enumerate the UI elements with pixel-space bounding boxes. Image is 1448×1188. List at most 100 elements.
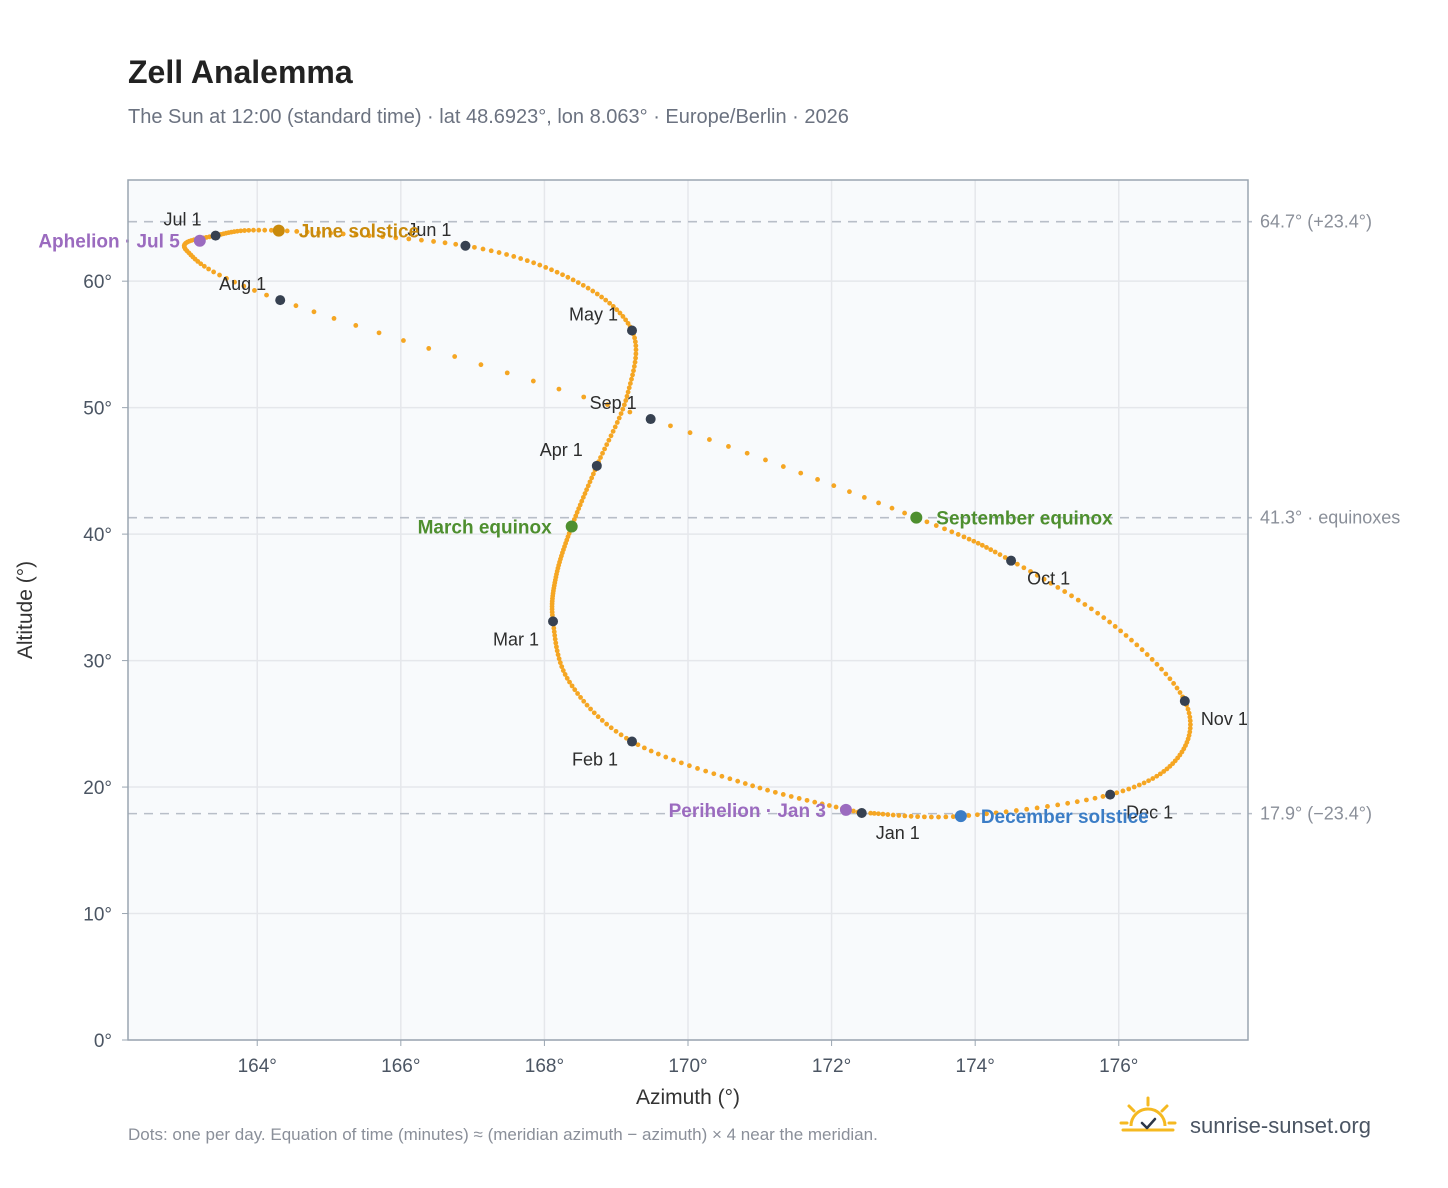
- daily-dot: [624, 393, 630, 399]
- event-marker: [193, 234, 206, 247]
- daily-dot: [600, 450, 605, 456]
- footnote: Dots: one per day. Equation of time (min…: [128, 1125, 878, 1144]
- daily-dot: [607, 300, 613, 306]
- daily-dot: [380, 234, 385, 240]
- daily-dot: [936, 814, 941, 820]
- event-label: March equinox: [418, 518, 553, 539]
- daily-dot: [1120, 788, 1126, 794]
- daily-dot: [595, 714, 601, 720]
- daily-dot: [988, 547, 994, 553]
- daily-dot: [627, 409, 633, 415]
- daily-dot: [631, 368, 636, 374]
- daily-dot: [630, 372, 635, 378]
- daily-dot: [780, 464, 786, 469]
- daily-dot: [627, 381, 633, 386]
- daily-dot: [587, 479, 593, 485]
- daily-dot: [598, 455, 603, 460]
- daily-dot: [623, 398, 629, 403]
- daily-dot: [576, 506, 582, 511]
- daily-dot: [585, 483, 591, 489]
- daily-dot: [780, 792, 786, 797]
- daily-dot: [1167, 676, 1173, 682]
- daily-dot: [353, 323, 359, 328]
- daily-dot: [703, 768, 709, 774]
- reference-line-label: 41.3° · equinoxes: [1260, 508, 1400, 528]
- daily-dot: [518, 256, 524, 261]
- daily-dot: [1013, 808, 1019, 813]
- daily-dot: [655, 751, 661, 757]
- daily-dot: [591, 710, 597, 716]
- daily-dot: [201, 263, 207, 269]
- daily-dot: [552, 636, 558, 642]
- daily-dot: [241, 283, 247, 289]
- daily-dot: [612, 424, 618, 430]
- daily-dot: [294, 228, 300, 234]
- daily-dot: [582, 491, 588, 496]
- x-tick-label: 166°: [381, 1056, 420, 1077]
- daily-dot: [555, 652, 561, 658]
- month-label: Jun 1: [407, 220, 451, 240]
- daily-dot: [804, 797, 810, 803]
- daily-dot: [560, 272, 565, 278]
- daily-dot: [993, 810, 999, 816]
- event-label: December solstice: [981, 807, 1149, 828]
- daily-dot: [763, 457, 768, 463]
- event-marker: [954, 810, 967, 823]
- daily-dot: [572, 687, 578, 693]
- x-axis-label: Azimuth (°): [636, 1086, 740, 1109]
- daily-dot: [902, 813, 908, 819]
- daily-dot: [304, 229, 310, 235]
- daily-dot: [915, 814, 921, 820]
- y-tick-label: 50°: [83, 399, 112, 420]
- daily-dot: [631, 364, 637, 369]
- daily-dot: [924, 519, 930, 525]
- daily-dot: [772, 789, 778, 795]
- daily-dot: [1134, 642, 1140, 648]
- daily-dot: [1074, 799, 1080, 805]
- daily-dot: [1177, 690, 1183, 695]
- y-tick-label: 0°: [94, 1031, 112, 1052]
- daily-dot: [1144, 652, 1150, 657]
- daily-dot: [602, 446, 607, 452]
- daily-dot: [1101, 615, 1107, 621]
- daily-dot: [1150, 776, 1156, 781]
- daily-dot: [453, 241, 459, 247]
- daily-dot: [584, 702, 590, 708]
- daily-dot: [815, 477, 820, 482]
- daily-dot: [262, 227, 268, 233]
- x-tick-label: 172°: [812, 1056, 851, 1077]
- month-marker: [275, 295, 286, 306]
- daily-dot: [1024, 806, 1030, 812]
- daily-dot: [565, 274, 571, 280]
- month-marker: [645, 414, 656, 425]
- event-marker: [272, 224, 285, 237]
- daily-dot: [876, 500, 881, 506]
- y-tick-label: 60°: [83, 272, 112, 293]
- daily-dot: [478, 362, 484, 368]
- daily-dot: [224, 276, 229, 281]
- x-axis-ticks: 164° 166° 168° 170° 172° 174° 176°: [238, 1040, 1138, 1077]
- daily-dot: [1055, 585, 1061, 590]
- daily-dot: [1065, 800, 1071, 806]
- daily-dot: [788, 794, 794, 799]
- event-label: Perihelion · Jan 3: [669, 801, 826, 822]
- daily-dot: [868, 810, 874, 816]
- daily-dot: [880, 811, 886, 817]
- daily-dot: [578, 694, 583, 700]
- daily-dot: [252, 288, 257, 293]
- daily-dot: [331, 316, 337, 321]
- daily-dot: [1161, 769, 1167, 774]
- daily-dot: [590, 288, 596, 294]
- daily-dot: [442, 240, 448, 246]
- daily-dot: [750, 783, 756, 789]
- event-markers: June solstice December solstice March equi…: [38, 222, 1148, 829]
- daily-dot: [556, 656, 562, 662]
- daily-dot: [831, 483, 837, 489]
- daily-dot: [633, 351, 639, 357]
- daily-dot: [833, 804, 839, 810]
- daily-dot: [431, 239, 436, 244]
- daily-dot: [256, 227, 262, 233]
- daily-dot: [678, 760, 684, 766]
- daily-dot: [876, 811, 881, 817]
- daily-dot: [554, 644, 559, 650]
